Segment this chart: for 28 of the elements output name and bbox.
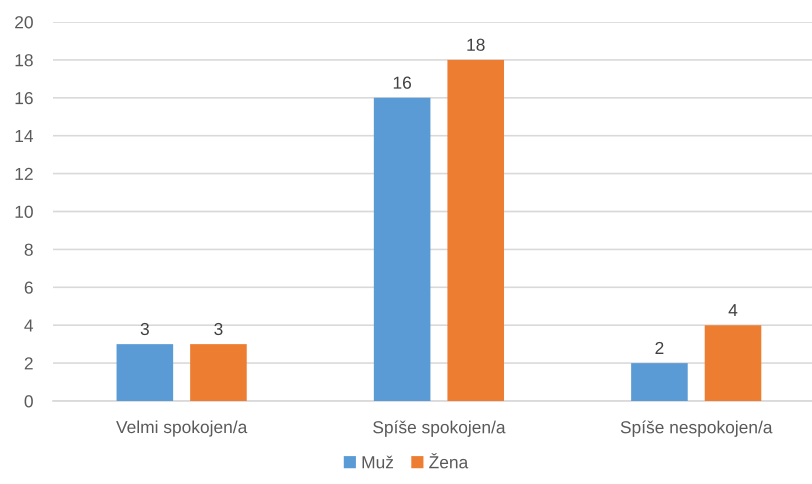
bar xyxy=(704,325,762,401)
data-label: 3 xyxy=(214,322,222,336)
bar xyxy=(631,363,688,401)
y-tick-label: 10 xyxy=(16,206,33,218)
y-tick-label: 6 xyxy=(24,281,33,294)
bar xyxy=(116,344,174,401)
y-tick-label: 0 xyxy=(24,395,33,408)
x-tick-label: Velmi spokojen/a xyxy=(116,420,248,437)
data-label: 18 xyxy=(467,38,485,51)
y-tick-label: 8 xyxy=(24,244,33,256)
x-tick-label: Spíše nespokojen/a xyxy=(620,420,772,437)
y-tick-label: 20 xyxy=(15,16,33,28)
data-label: 3 xyxy=(140,322,149,336)
legend-label: Žena xyxy=(429,453,468,468)
x-tick-label: Spíše spokojen/a xyxy=(373,420,506,437)
data-label: 2 xyxy=(655,342,664,354)
y-tick-label: 2 xyxy=(24,357,33,370)
y-tick-label: 18 xyxy=(16,54,33,66)
bar xyxy=(190,344,247,401)
y-tick-label: 4 xyxy=(24,320,34,332)
legend-label: Muž xyxy=(362,456,394,468)
y-tick-label: 14 xyxy=(16,130,34,142)
bar xyxy=(447,60,504,401)
bar xyxy=(374,98,430,401)
y-tick-label: 12 xyxy=(16,168,33,180)
y-tick-label: 16 xyxy=(16,92,33,104)
data-label: 16 xyxy=(394,76,412,89)
data-label: 4 xyxy=(728,304,738,316)
